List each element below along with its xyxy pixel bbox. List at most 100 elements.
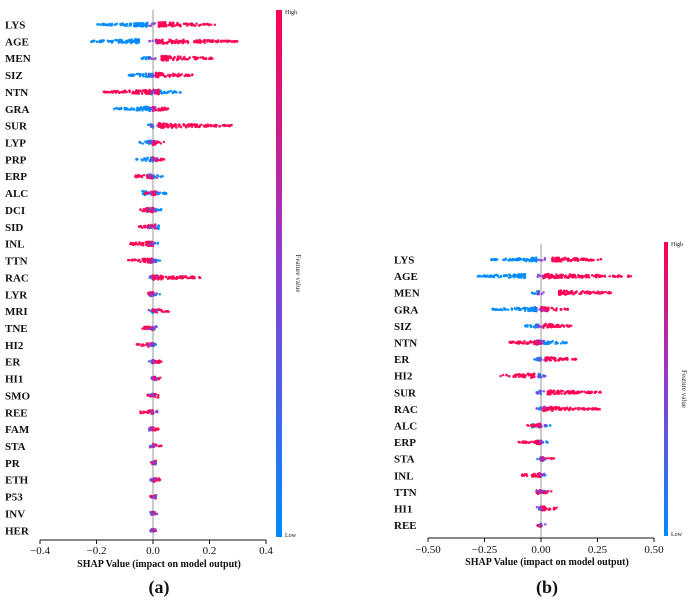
shap-point — [155, 292, 159, 295]
shap-point — [539, 390, 542, 393]
feature-row-lyp: LYP — [5, 138, 166, 150]
shap-point — [551, 257, 555, 261]
shap-point — [132, 91, 135, 94]
shap-point — [540, 292, 543, 296]
shap-point — [551, 323, 554, 326]
shap-point — [179, 24, 182, 28]
shap-point — [139, 106, 143, 110]
shap-point — [555, 392, 558, 396]
shap-point — [164, 75, 168, 78]
shap-point — [159, 142, 163, 145]
feature-row-ntn: NTN — [394, 338, 568, 350]
shap-point — [564, 391, 568, 394]
shap-point — [158, 292, 162, 296]
shap-point — [154, 193, 157, 197]
shap-point — [560, 274, 563, 277]
shap-point — [608, 274, 611, 278]
shap-point — [558, 292, 562, 296]
feature-label: INL — [394, 470, 414, 482]
x-axis-label: SHAP Value (impact on model output) — [465, 557, 629, 568]
shap-point — [554, 408, 557, 411]
feature-label: HI2 — [5, 340, 24, 352]
feature-row-inl: INL — [394, 470, 547, 482]
shap-point — [162, 74, 166, 78]
feature-label: ERP — [394, 437, 416, 449]
shap-point — [153, 140, 156, 143]
shap-point — [130, 41, 134, 44]
feature-label: SIZ — [5, 70, 23, 82]
shap-point — [535, 489, 539, 492]
shap-point — [168, 124, 172, 128]
shap-point — [146, 393, 150, 397]
shap-point — [130, 259, 134, 262]
shap-point — [136, 106, 139, 110]
shap-point — [152, 291, 156, 295]
feature-label: SMO — [5, 390, 31, 402]
shap-point — [183, 57, 186, 61]
shap-point — [533, 358, 536, 361]
shap-point — [181, 41, 185, 45]
shap-point — [571, 391, 574, 395]
shap-point — [534, 474, 537, 478]
shap-point — [543, 309, 546, 312]
shap-point — [558, 259, 562, 262]
feature-label: AGE — [394, 271, 418, 283]
shap-point — [504, 258, 507, 261]
shap-point — [533, 472, 536, 476]
shap-point — [190, 22, 193, 26]
x-tick-label: 0.00 — [531, 544, 551, 556]
shap-point — [162, 91, 165, 95]
shap-point — [542, 291, 545, 294]
shap-point — [536, 440, 540, 443]
shap-point — [538, 274, 542, 277]
shap-point — [155, 176, 159, 179]
feature-row-ntn: NTN — [5, 87, 182, 99]
feature-row-prp: PRP — [5, 154, 166, 166]
shap-point — [530, 440, 533, 443]
shap-point — [169, 122, 172, 126]
shap-point — [592, 290, 595, 294]
shap-point — [176, 58, 179, 61]
shap-point — [175, 126, 178, 129]
shap-point — [540, 441, 544, 445]
feature-row-sur: SUR — [5, 121, 233, 133]
shap-point — [598, 390, 602, 394]
shap-point — [540, 474, 543, 477]
shap-point — [96, 23, 100, 26]
shap-point — [178, 40, 182, 43]
shap-point — [594, 390, 598, 393]
shap-point — [182, 38, 185, 41]
feature-label: TTN — [394, 487, 417, 499]
x-tick-label: −0.4 — [30, 545, 50, 557]
shap-point — [548, 424, 552, 427]
shap-point — [149, 510, 152, 514]
feature-row-her: HER — [5, 525, 158, 537]
shap-point — [544, 490, 547, 493]
shap-point — [538, 423, 541, 426]
feature-label: LYS — [394, 255, 414, 267]
shap-point — [540, 339, 543, 343]
shap-point — [154, 108, 157, 112]
shap-point — [598, 408, 601, 411]
shap-point — [209, 123, 213, 127]
shap-point — [157, 107, 160, 110]
shap-point — [122, 23, 125, 27]
shap-point — [544, 374, 547, 378]
shap-point — [105, 23, 108, 27]
shap-point — [559, 308, 563, 312]
shap-point — [147, 72, 151, 76]
shap-point — [150, 210, 154, 214]
shap-point — [150, 274, 153, 278]
shap-point — [562, 341, 566, 345]
shap-point — [148, 207, 151, 211]
shap-point — [564, 356, 568, 360]
shap-point — [490, 258, 494, 261]
shap-point — [560, 392, 563, 395]
shap-point — [571, 291, 574, 294]
shap-point — [538, 373, 542, 377]
shap-point — [155, 325, 158, 329]
shap-point — [196, 56, 200, 60]
shap-point — [151, 90, 155, 93]
shap-point — [543, 358, 546, 362]
